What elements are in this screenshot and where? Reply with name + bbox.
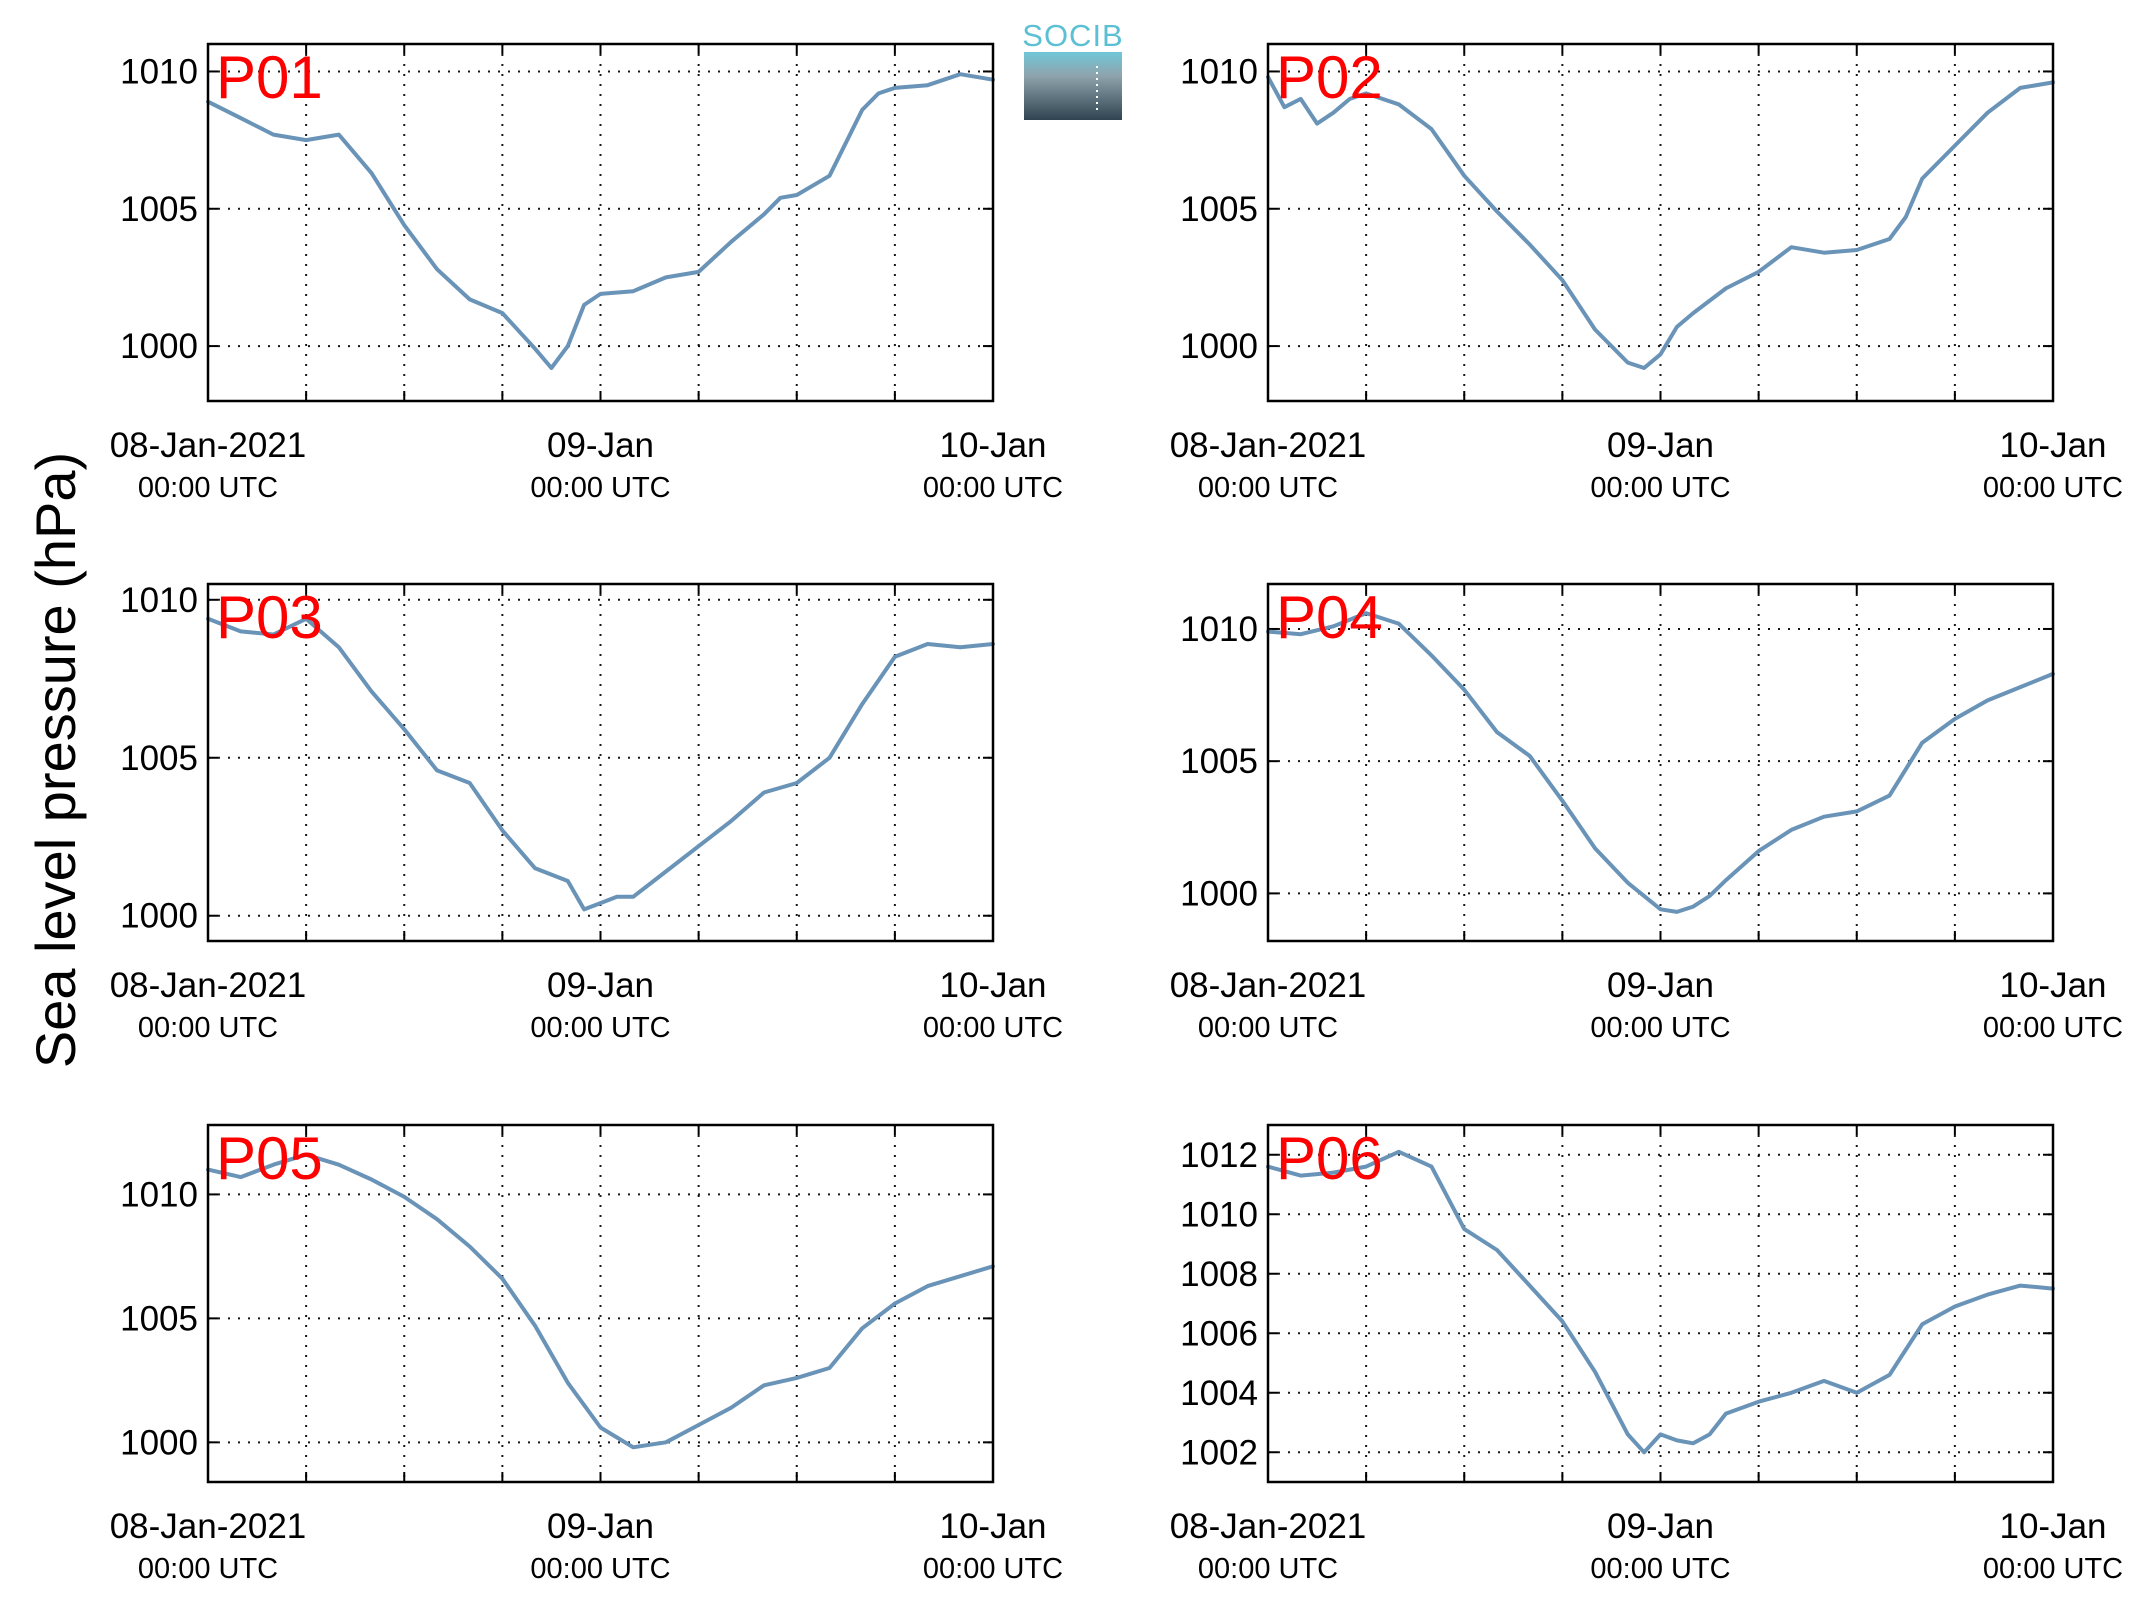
y-tick-label: 1010: [120, 52, 198, 91]
x-tick-label: 08-Jan-2021: [1170, 966, 1367, 1005]
y-tick-label: 1000: [1180, 874, 1258, 913]
panel-label: P06: [1276, 1125, 1383, 1192]
panel-label: P05: [216, 1125, 323, 1192]
x-tick-sublabel: 00:00 UTC: [530, 1553, 670, 1585]
x-tick-label: 08-Jan-2021: [1170, 1507, 1367, 1546]
x-tick-sublabel: 00:00 UTC: [923, 472, 1063, 504]
y-tick-label: 1010: [120, 1175, 198, 1214]
x-tick-label: 08-Jan-2021: [110, 1507, 307, 1546]
panel-label: P01: [216, 44, 323, 111]
x-tick-sublabel: 00:00 UTC: [1983, 472, 2123, 504]
y-tick-label: 1002: [1180, 1433, 1258, 1472]
x-tick-sublabel: 00:00 UTC: [923, 1012, 1063, 1044]
x-tick-sublabel: 00:00 UTC: [1198, 1553, 1338, 1585]
y-tick-label: 1004: [1180, 1374, 1258, 1413]
x-tick-label: 09-Jan: [547, 426, 654, 465]
y-tick-label: 1000: [120, 897, 198, 936]
series-line-p03: [206, 616, 995, 912]
panel-label: P03: [216, 584, 323, 651]
y-tick-label: 1012: [1180, 1136, 1258, 1175]
x-tick-label: 09-Jan: [1607, 1507, 1714, 1546]
logo-text: SOCIB: [1022, 18, 1123, 53]
x-tick-label: 10-Jan: [1999, 426, 2106, 465]
panel-p03: 1000 1005 1010 08-Jan-2021 00:00 UTC 09-Jan 00…: [110, 581, 1063, 1044]
x-tick-sublabel: 00:00 UTC: [530, 1012, 670, 1044]
y-tick-label: 1005: [1180, 190, 1258, 229]
y-tick-label: 1006: [1180, 1314, 1258, 1353]
y-tick-label: 1005: [1180, 742, 1258, 781]
x-tick-label: 08-Jan-2021: [1170, 426, 1367, 465]
x-tick-sublabel: 00:00 UTC: [1590, 1012, 1730, 1044]
plot-frame: [1266, 582, 2055, 943]
x-tick-label: 09-Jan: [1607, 966, 1714, 1005]
x-tick-sublabel: 00:00 UTC: [1590, 1553, 1730, 1585]
x-tick-sublabel: 00:00 UTC: [1590, 472, 1730, 504]
x-tick-label: 09-Jan: [1607, 426, 1714, 465]
y-tick-label: 1010: [120, 581, 198, 620]
plot-frame: [206, 42, 995, 403]
y-tick-label: 1005: [120, 190, 198, 229]
x-tick-sublabel: 00:00 UTC: [1198, 472, 1338, 504]
x-tick-label: 08-Jan-2021: [110, 966, 307, 1005]
panel-p06: 1002 1004 1006 1008 1010 1012 08-Jan-2021 00:00…: [1170, 1123, 2123, 1585]
x-tick-label: 10-Jan: [939, 426, 1046, 465]
panels: 1000 1005 1010 08-Jan-2021 00:00 UTC 09-Jan 00…: [110, 42, 2123, 1585]
x-tick-sublabel: 00:00 UTC: [138, 1012, 278, 1044]
x-tick-sublabel: 00:00 UTC: [530, 472, 670, 504]
x-tick-label: 10-Jan: [939, 966, 1046, 1005]
panel-p04: 1000 1005 1010 08-Jan-2021 00:00 UTC 09-Jan 00…: [1170, 582, 2123, 1044]
plot-frame: [206, 582, 995, 943]
series-line-p01: [206, 72, 995, 370]
plot-frame: [1266, 42, 2055, 403]
logo-block: [1024, 52, 1122, 120]
x-tick-sublabel: 00:00 UTC: [1198, 1012, 1338, 1044]
y-tick-label: 1010: [1180, 52, 1258, 91]
y-tick-label: 1000: [1180, 327, 1258, 366]
socib-logo: SOCIB: [1022, 18, 1123, 120]
y-tick-label: 1000: [120, 327, 198, 366]
panel-p05: 1000 1005 1010 08-Jan-2021 00:00 UTC 09-Jan 00…: [110, 1123, 1063, 1585]
series-line-p04: [1266, 611, 2055, 914]
panel-p01: 1000 1005 1010 08-Jan-2021 00:00 UTC 09-Jan 00…: [110, 42, 1063, 504]
y-tick-label: 1005: [120, 739, 198, 778]
x-tick-sublabel: 00:00 UTC: [923, 1553, 1063, 1585]
y-tick-label: 1005: [120, 1299, 198, 1338]
plot-frame: [1266, 1123, 2055, 1484]
plot-frame: [206, 1123, 995, 1484]
x-tick-label: 09-Jan: [547, 966, 654, 1005]
y-tick-label: 1008: [1180, 1255, 1258, 1294]
series-line-p06: [1266, 1149, 2055, 1455]
x-tick-label: 10-Jan: [1999, 1507, 2106, 1546]
x-tick-sublabel: 00:00 UTC: [138, 1553, 278, 1585]
x-tick-sublabel: 00:00 UTC: [138, 472, 278, 504]
x-tick-sublabel: 00:00 UTC: [1983, 1553, 2123, 1585]
y-tick-label: 1000: [120, 1423, 198, 1462]
x-tick-sublabel: 00:00 UTC: [1983, 1012, 2123, 1044]
x-tick-label: 08-Jan-2021: [110, 426, 307, 465]
x-tick-label: 09-Jan: [547, 1507, 654, 1546]
x-tick-label: 10-Jan: [1999, 966, 2106, 1005]
series-line-p02: [1266, 75, 2055, 370]
y-tick-label: 1010: [1180, 610, 1258, 649]
x-tick-label: 10-Jan: [939, 1507, 1046, 1546]
panel-label: P02: [1276, 44, 1383, 111]
panel-label: P04: [1276, 584, 1383, 651]
panel-p02: 1000 1005 1010 08-Jan-2021 00:00 UTC 09-Jan 00…: [1170, 42, 2123, 504]
series-line-p05: [206, 1152, 995, 1450]
y-tick-label: 1010: [1180, 1195, 1258, 1234]
y-axis-label: Sea level pressure (hPa): [24, 452, 87, 1068]
